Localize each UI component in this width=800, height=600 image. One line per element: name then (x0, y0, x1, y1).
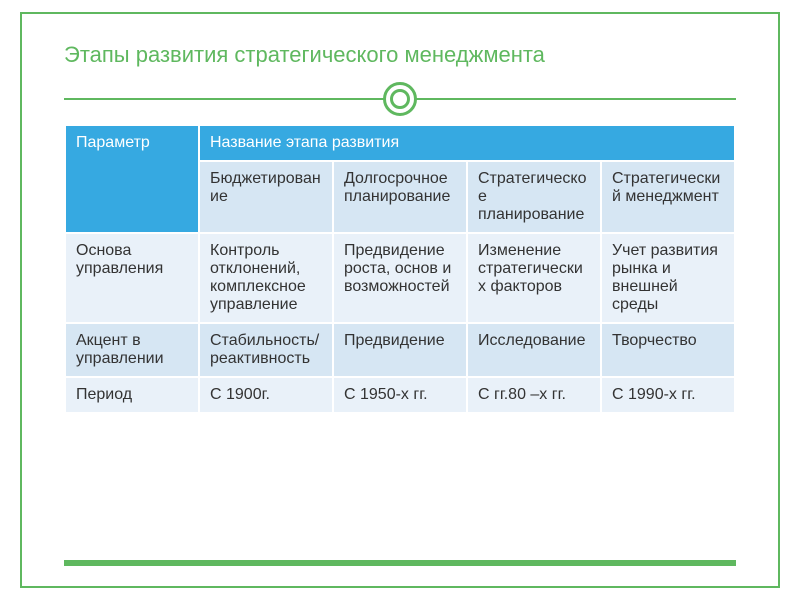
row-period-c2: С 1950-х гг. (333, 377, 467, 413)
header-stage-name: Название этапа развития (199, 125, 735, 161)
row-period-c4: С 1990-х гг. (601, 377, 735, 413)
row-period-c3: С гг.80 –х гг. (467, 377, 601, 413)
stage-col-2: Долгосрочное планирование (333, 161, 467, 233)
row-period-c1: С 1900г. (199, 377, 333, 413)
row-accent-c4: Творчество (601, 323, 735, 377)
header-parameter: Параметр (65, 125, 199, 233)
table-container: Параметр Название этапа развития Бюджети… (64, 124, 736, 414)
row-basis-c3: Изменение стратегических факторов (467, 233, 601, 323)
row-accent-c3: Исследование (467, 323, 601, 377)
stage-col-4: Стратегический менеджмент (601, 161, 735, 233)
bottom-accent-bar (64, 560, 736, 566)
divider-circle-inner (390, 89, 410, 109)
row-accent-c1: Стабильность/реактивность (199, 323, 333, 377)
row-basis-c4: Учет развития рынка и внешней среды (601, 233, 735, 323)
row-period-label: Период (65, 377, 199, 413)
row-basis-label: Основа управления (65, 233, 199, 323)
row-basis-c1: Контроль отклонений, комплексное управле… (199, 233, 333, 323)
row-accent-label: Акцент в управлении (65, 323, 199, 377)
stage-col-1: Бюджетирование (199, 161, 333, 233)
row-accent-c2: Предвидение (333, 323, 467, 377)
slide-title: Этапы развития стратегического менеджмен… (64, 42, 736, 68)
stage-col-3: Стратегическое планирование (467, 161, 601, 233)
slide-frame: Этапы развития стратегического менеджмен… (20, 12, 780, 588)
stages-table: Параметр Название этапа развития Бюджети… (64, 124, 736, 414)
row-basis-c2: Предвидение роста, основ и возможностей (333, 233, 467, 323)
